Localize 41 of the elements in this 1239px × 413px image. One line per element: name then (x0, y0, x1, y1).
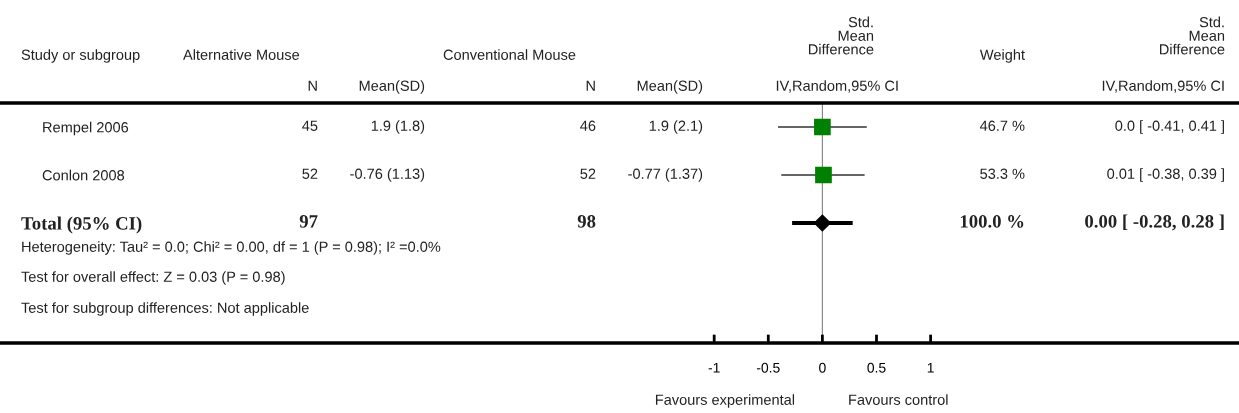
text: Mean(SD) (359, 80, 425, 94)
text: IV,Random,95% CI (776, 80, 898, 93)
text: Weight (979, 49, 1025, 63)
annotation: 53.3 % (980, 168, 1025, 179)
text: Alternative Mouse (183, 49, 300, 60)
annotation: 97 (299, 215, 318, 228)
annotation: Heterogeneity: Tau² = 0.0; Chi² = 0.00, df = 1 (P = 0.98); I² =0.0% (22, 241, 441, 255)
x-tick-label: 0 (819, 362, 826, 373)
text: Std. Mean Difference (808, 16, 874, 55)
text: Std. Mean Difference (1159, 16, 1225, 55)
x-tick-label: -0.5 (756, 362, 780, 373)
annotation: Test for subgroup differences: Not applicable (21, 302, 309, 316)
y-tick-label: Total (95% CI) (21, 216, 142, 234)
text: IV,Random,95% CI (1102, 80, 1224, 93)
annotation: 46 (580, 120, 596, 131)
y-tick-label: Rempel 2006 (43, 121, 129, 136)
annotation: 52 (302, 168, 318, 179)
annotation: 1.9 (2.1) (649, 120, 703, 134)
y-tick-label: Conlon 2008 (42, 169, 125, 181)
annotation: -0.76 (1.13) (350, 168, 425, 182)
text: Favours experimental (655, 394, 795, 408)
annotation: 52 (580, 168, 596, 179)
text: Favours control (849, 394, 948, 405)
text: N (308, 80, 317, 91)
x-tick-label: -1 (708, 362, 720, 373)
x-tick-label: 1 (927, 362, 934, 373)
text: N (586, 80, 595, 91)
annotation: Test for overall effect: Z = 0.03 (P = 0.98) (21, 271, 285, 285)
annotation: 1.9 (1.8) (371, 120, 425, 134)
annotation: 0.00 [ -0.28, 0.28 ] (1085, 214, 1224, 231)
x-tick-label: 0.5 (867, 362, 886, 373)
annotation: 46.7 % (979, 120, 1025, 131)
annotation: 0.01 [ -0.38, 0.39 ] (1107, 168, 1224, 182)
text: Mean(SD) (637, 80, 703, 94)
annotation: 100.0 % (960, 215, 1024, 228)
text: Conventional Mouse (443, 49, 576, 60)
text: Study or subgroup (21, 49, 140, 63)
annotation: -0.77 (1.37) (628, 168, 703, 182)
annotation: 0.0 [ -0.41, 0.41 ] (1115, 120, 1224, 134)
annotation: 45 (302, 120, 318, 131)
annotation: 98 (577, 215, 596, 228)
